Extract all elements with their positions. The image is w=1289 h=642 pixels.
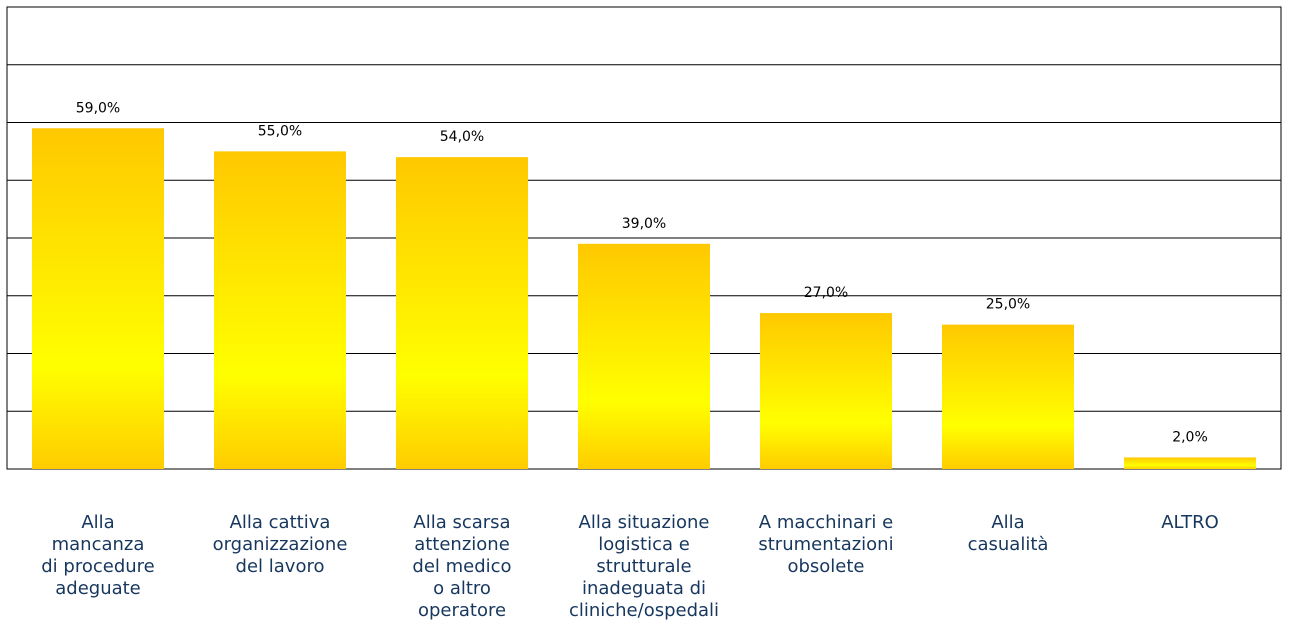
x-tick-label: Alla scarsa attenzione del medico o altr… — [412, 512, 512, 621]
value-label: 54,0% — [440, 129, 484, 145]
value-label: 2,0% — [1172, 429, 1208, 445]
x-tick-label: Alla mancanza di procedure adeguate — [41, 512, 155, 599]
bar — [942, 324, 1074, 469]
x-tick-label: Alla casualità — [967, 512, 1049, 555]
x-tick-label: Alla cattiva organizzazione del lavoro — [212, 512, 348, 577]
x-tick-label: Alla situazione logistica e strutturale … — [568, 512, 720, 621]
bar — [1124, 457, 1256, 469]
bar — [578, 243, 710, 469]
value-label: 27,0% — [804, 285, 848, 301]
bar — [214, 151, 346, 469]
bar — [396, 157, 528, 469]
x-tick-label: ALTRO — [1161, 512, 1219, 533]
value-label: 39,0% — [622, 216, 666, 232]
value-label: 25,0% — [986, 297, 1030, 313]
x-tick-label: A macchinari e strumentazioni obsolete — [758, 512, 894, 577]
bar — [760, 313, 892, 469]
value-label: 59,0% — [76, 100, 120, 116]
value-label: 55,0% — [258, 123, 302, 139]
bar — [32, 128, 164, 469]
